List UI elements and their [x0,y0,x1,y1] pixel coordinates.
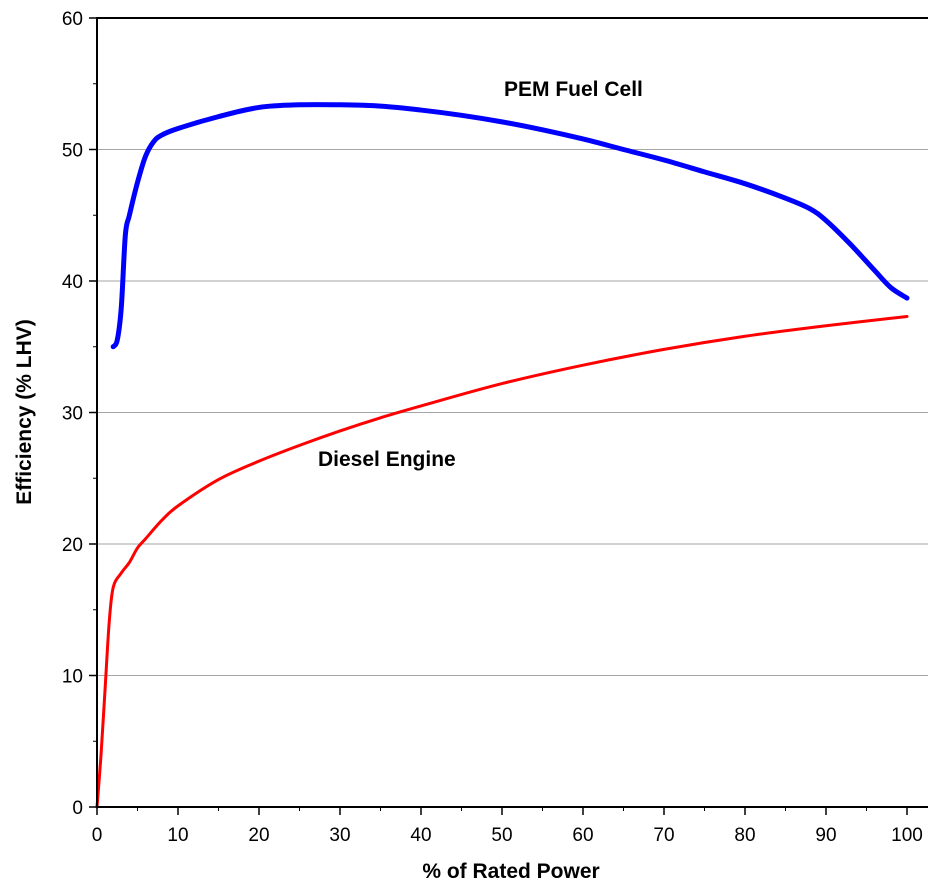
x-tick-label-70: 70 [653,825,674,846]
y-tick-label-50: 50 [62,141,83,162]
x-tick-label-80: 80 [734,825,755,846]
series-line-diesel-engine [95,315,909,809]
x-tick-label-50: 50 [491,825,512,846]
axes [89,17,928,815]
y-tick-label-40: 40 [62,272,83,293]
y-axis-title: Efficiency (% LHV) [13,319,36,505]
y-tick-label-10: 10 [62,667,83,688]
y-tick-label-20: 20 [62,535,83,556]
y-tick-label-60: 60 [62,9,83,30]
x-tick-label-60: 60 [572,825,593,846]
x-tick-label-30: 30 [329,825,350,846]
x-tick-label-10: 10 [167,825,188,846]
x-tick-label-0: 0 [92,825,103,846]
y-tick-label-0: 0 [72,798,83,819]
x-tick-label-90: 90 [815,825,836,846]
x-tick-label-100: 100 [891,825,923,846]
x-tick-label-20: 20 [248,825,269,846]
x-tick-label-40: 40 [410,825,431,846]
tick-labels: 0 10 20 30 40 50 60 0 10 20 30 40 50 60 70 80 90 100 [62,9,923,846]
x-axis-title: % of Rated Power [422,860,599,883]
y-tick-label-30: 30 [62,404,83,425]
series-lines [95,102,910,809]
series-line-pem-fuel-cell [110,102,910,350]
pem-fuel-cell-label: PEM Fuel Cell [504,78,643,101]
diesel-engine-label: Diesel Engine [318,448,456,471]
